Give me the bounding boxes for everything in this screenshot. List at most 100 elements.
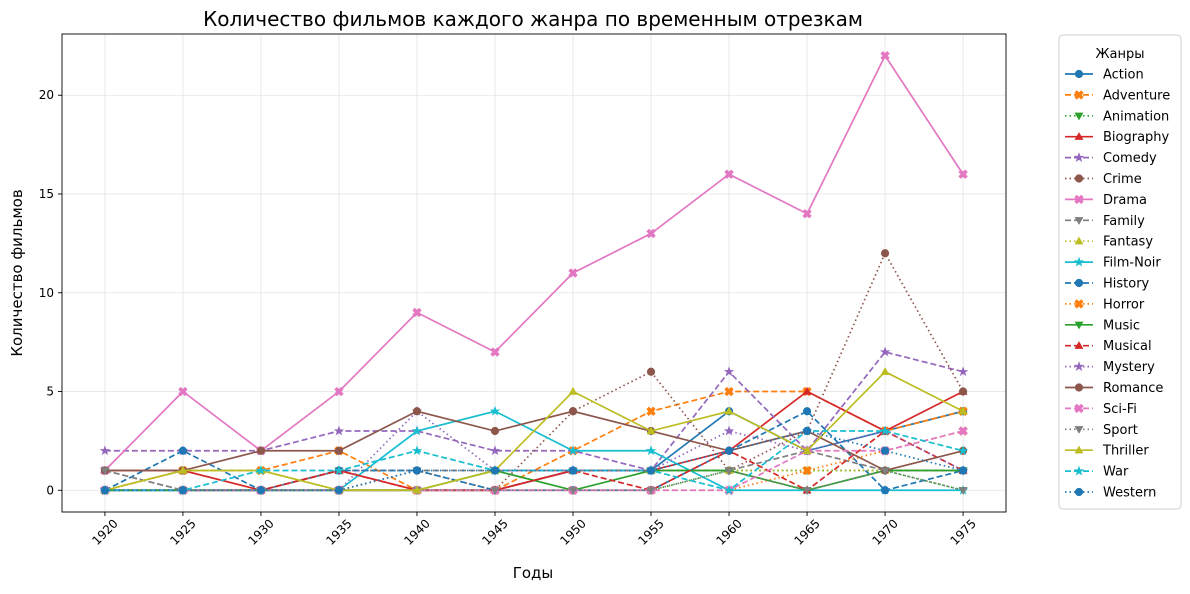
data-point-thriller <box>646 426 656 435</box>
legend-marker <box>1074 112 1084 121</box>
data-point-thriller <box>958 406 968 415</box>
legend-item-action: Action <box>1065 68 1144 83</box>
data-point-sport <box>568 487 578 495</box>
data-point-drama <box>412 307 422 318</box>
plot-frame <box>61 33 1007 513</box>
data-point-western <box>568 466 578 475</box>
data-point-drama <box>178 386 188 397</box>
legend-item-animation: Animation <box>1065 109 1169 124</box>
legend-marker <box>1074 445 1084 454</box>
data-point-drama <box>646 228 656 239</box>
data-point-western <box>490 466 500 475</box>
data-point-war <box>879 425 891 436</box>
data-point-sport <box>802 487 812 495</box>
data-point-sport <box>490 487 500 495</box>
legend-marker <box>1073 465 1085 476</box>
data-point-romance <box>334 446 344 455</box>
y-tick-label: 15 <box>39 187 54 201</box>
legend-item-crime: Crime <box>1065 172 1142 187</box>
legend-marker <box>1074 426 1084 434</box>
legend-item-history: History <box>1065 277 1150 292</box>
legend-marker <box>1073 256 1085 267</box>
legend-marker <box>1074 403 1084 414</box>
series-line-history <box>104 410 964 492</box>
legend-item-musical: Musical <box>1065 339 1152 354</box>
data-point-western <box>958 466 968 475</box>
series-line-thriller <box>104 370 964 492</box>
data-point-drama <box>334 386 344 397</box>
legend-label: Western <box>1103 486 1156 501</box>
legend-marker <box>1073 152 1085 162</box>
series-line-crime <box>104 251 964 492</box>
legend-item-sci-fi: Sci-Fi <box>1065 402 1137 417</box>
legend-frame <box>1058 34 1182 510</box>
data-point-war <box>333 465 345 475</box>
legend-item-comedy: Comedy <box>1065 151 1157 166</box>
data-point-thriller <box>568 386 578 395</box>
legend-item-thriller: Thriller <box>1065 444 1149 459</box>
legend-item-film-noir: Film-Noir <box>1065 256 1161 271</box>
legend-item-fantasy: Fantasy <box>1065 235 1153 250</box>
data-point-western <box>880 446 890 455</box>
legend-item-mystery: Mystery <box>1065 360 1155 375</box>
data-point-drama <box>958 169 968 179</box>
legend-item-horror: Horror <box>1065 297 1145 312</box>
data-point-western <box>178 486 188 495</box>
y-tick-label: 10 <box>39 286 54 300</box>
data-point-mystery <box>723 425 735 436</box>
legend-marker <box>1074 236 1084 245</box>
legend-marker <box>1074 194 1084 205</box>
legend-label: Action <box>1103 68 1144 83</box>
series-line-musical <box>104 430 964 492</box>
data-point-comedy <box>957 366 969 377</box>
data-point-romance <box>412 407 422 416</box>
legend-marker <box>1073 361 1085 371</box>
data-point-war <box>411 445 423 456</box>
series-line-sci-fi <box>104 430 964 492</box>
data-point-adventure <box>646 406 656 416</box>
legend-marker <box>1074 174 1084 183</box>
data-point-comedy <box>879 346 891 357</box>
legend-label: Comedy <box>1103 151 1157 166</box>
data-point-drama <box>724 169 734 179</box>
legend-marker <box>1074 69 1084 79</box>
legend-label: History <box>1103 277 1150 292</box>
legend-marker <box>1074 90 1084 100</box>
series-lines <box>99 51 969 495</box>
legend-marker <box>1074 341 1084 349</box>
data-point-drama <box>802 209 812 219</box>
legend-label: Film-Noir <box>1103 256 1161 271</box>
series-line-sport <box>104 469 964 492</box>
data-point-drama <box>490 347 500 357</box>
data-point-drama <box>880 51 890 61</box>
data-point-romance <box>256 446 266 455</box>
legend-item-drama: Drama <box>1065 193 1147 208</box>
series-line-war <box>104 430 964 492</box>
data-point-thriller <box>412 485 422 494</box>
legend-marker <box>1074 487 1084 497</box>
data-point-western <box>724 446 734 455</box>
legend-item-biography: Biography <box>1065 130 1170 145</box>
data-point-western <box>412 466 422 475</box>
data-point-war <box>957 445 969 456</box>
legend-label: Musical <box>1103 339 1152 354</box>
legend-label: Music <box>1103 318 1140 333</box>
chart-title: Количество фильмов каждого жанра по врем… <box>203 7 863 31</box>
data-point-romance <box>490 426 500 436</box>
data-point-film-noir <box>567 445 579 456</box>
data-point-western <box>100 486 110 495</box>
y-tick-label: 0 <box>46 483 54 497</box>
data-point-sci-fi <box>958 426 968 436</box>
legend-item-western: Western <box>1065 486 1156 501</box>
legend-marker <box>1074 278 1084 288</box>
data-point-war <box>723 484 735 495</box>
series-line-drama <box>104 54 964 472</box>
legend-marker <box>1074 299 1084 309</box>
data-point-romance <box>568 407 578 416</box>
data-point-western <box>646 466 656 475</box>
legend-label: Crime <box>1103 172 1142 187</box>
data-point-comedy <box>333 425 345 436</box>
y-tick-label: 20 <box>39 88 54 102</box>
legend-title: Жанры <box>1096 47 1145 62</box>
